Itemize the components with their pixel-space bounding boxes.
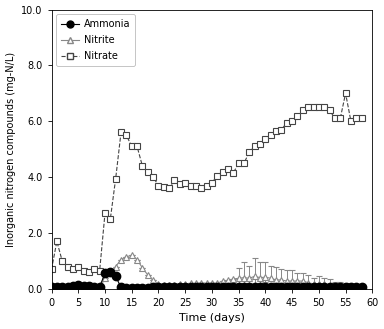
Legend: Ammonia, Nitrite, Nitrate: Ammonia, Nitrite, Nitrate — [56, 14, 135, 66]
Y-axis label: Inorganic nitrogen compounds (mg-N/L): Inorganic nitrogen compounds (mg-N/L) — [5, 52, 16, 247]
X-axis label: Time (days): Time (days) — [179, 314, 245, 323]
